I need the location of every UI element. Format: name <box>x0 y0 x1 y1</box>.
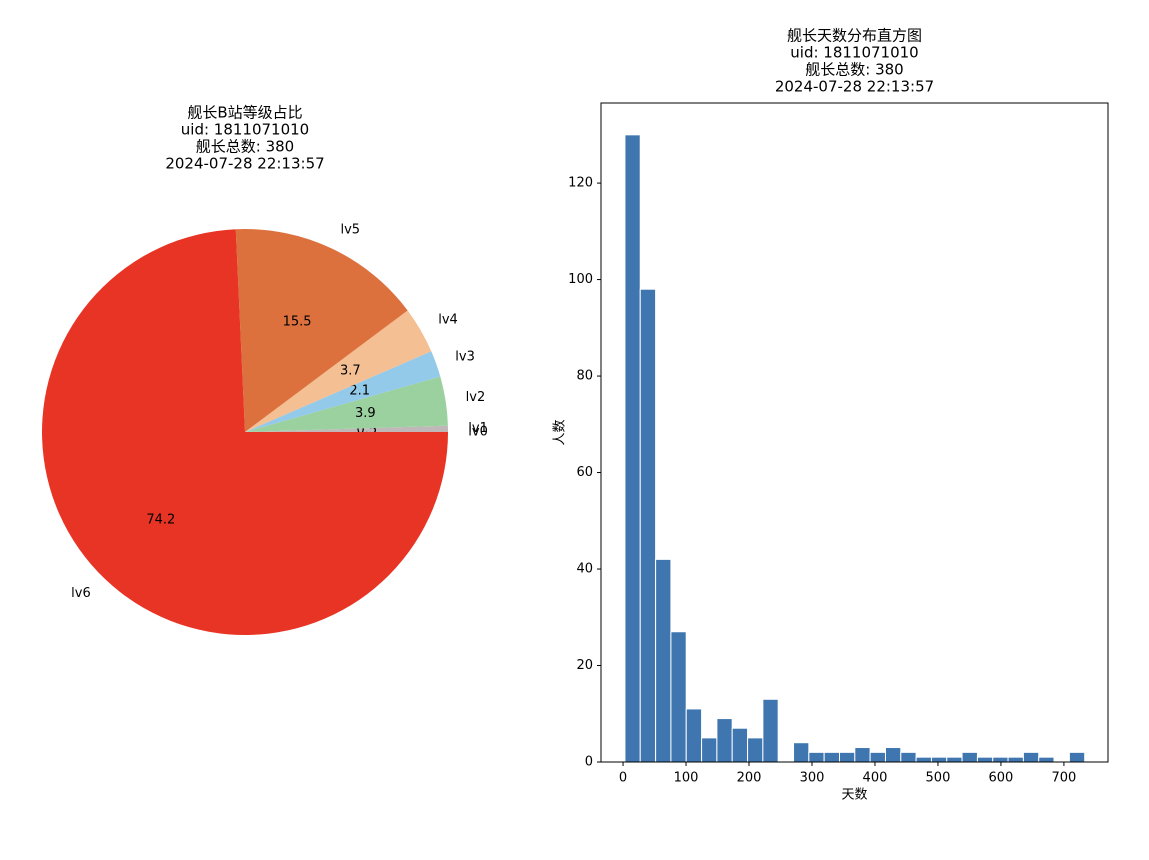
x-tick-label: 300 <box>800 771 825 786</box>
bar <box>747 737 764 763</box>
pie-slice <box>245 310 432 432</box>
bar <box>670 631 687 763</box>
chart-title: uid: 1811071010 <box>790 44 918 62</box>
x-tick-label: 100 <box>674 771 699 786</box>
bar <box>976 756 994 763</box>
bar <box>701 737 718 763</box>
x-tick-label: 200 <box>737 771 762 786</box>
bar <box>716 718 733 763</box>
bar <box>839 751 856 763</box>
pie-slice <box>235 229 408 432</box>
pie-slice <box>245 376 448 432</box>
y-tick-label: 60 <box>576 465 593 480</box>
bar <box>639 288 657 763</box>
bar <box>793 742 810 763</box>
value-label: 2.1 <box>349 384 370 399</box>
x-tick-label: 400 <box>863 771 888 786</box>
chart-title: 舰长天数分布直方图 <box>787 27 922 45</box>
slice-label: lv1 <box>468 421 488 436</box>
x-axis-label: 天数 <box>841 788 867 803</box>
pie-slice <box>245 425 448 432</box>
slice-label: lv4 <box>438 313 458 328</box>
y-tick-label: 20 <box>576 658 593 673</box>
y-tick-label: 100 <box>568 272 593 287</box>
chart-title: 2024-07-28 22:13:57 <box>775 78 934 96</box>
bar <box>655 558 672 763</box>
slice-label: lv6 <box>71 586 91 601</box>
chart-title: 舰长总数: 380 <box>805 61 903 79</box>
pie-slice <box>42 229 448 635</box>
bar <box>685 708 703 763</box>
bar <box>1038 756 1055 763</box>
bar <box>1068 751 1086 763</box>
value-label: 3.7 <box>340 363 361 378</box>
bar <box>1022 751 1040 763</box>
y-tick-label: 80 <box>576 369 593 384</box>
x-tick-label: 700 <box>1051 771 1076 786</box>
bar <box>915 756 932 763</box>
plot-frame <box>600 102 1109 763</box>
x-tick-label: 0 <box>619 771 627 786</box>
bar <box>992 756 1009 763</box>
bar <box>884 747 902 763</box>
bar <box>869 751 886 763</box>
y-tick-label: 120 <box>568 176 593 191</box>
chart-title: 2024-07-28 22:13:57 <box>165 155 324 173</box>
chart-title: 舰长总数: 380 <box>196 138 294 156</box>
bar <box>854 747 871 763</box>
y-tick-label: 40 <box>576 562 593 577</box>
slice-label: lv5 <box>340 223 360 238</box>
bar <box>961 751 978 763</box>
bar <box>731 727 749 763</box>
x-tick-label: 500 <box>926 771 951 786</box>
slice-label: lv3 <box>455 349 475 364</box>
x-tick-label: 600 <box>989 771 1014 786</box>
y-tick-label: 0 <box>585 755 593 770</box>
bar <box>762 698 779 763</box>
bar <box>624 134 641 763</box>
value-label: 15.5 <box>283 314 312 329</box>
pie-slice <box>245 351 441 432</box>
value-label: 3.9 <box>355 406 376 421</box>
slice-label: lv2 <box>466 390 486 405</box>
bar <box>808 751 825 763</box>
bar <box>823 751 841 763</box>
slice-label: lv0 <box>468 425 488 440</box>
y-axis-label: 人数 <box>553 419 568 445</box>
chart-title: uid: 1811071010 <box>181 121 309 139</box>
chart-title: 舰长B站等级占比 <box>187 104 302 122</box>
bar <box>930 756 948 763</box>
bar <box>946 756 963 763</box>
bar <box>1007 756 1024 763</box>
bar <box>900 751 917 763</box>
value-label: 74.2 <box>146 513 175 528</box>
